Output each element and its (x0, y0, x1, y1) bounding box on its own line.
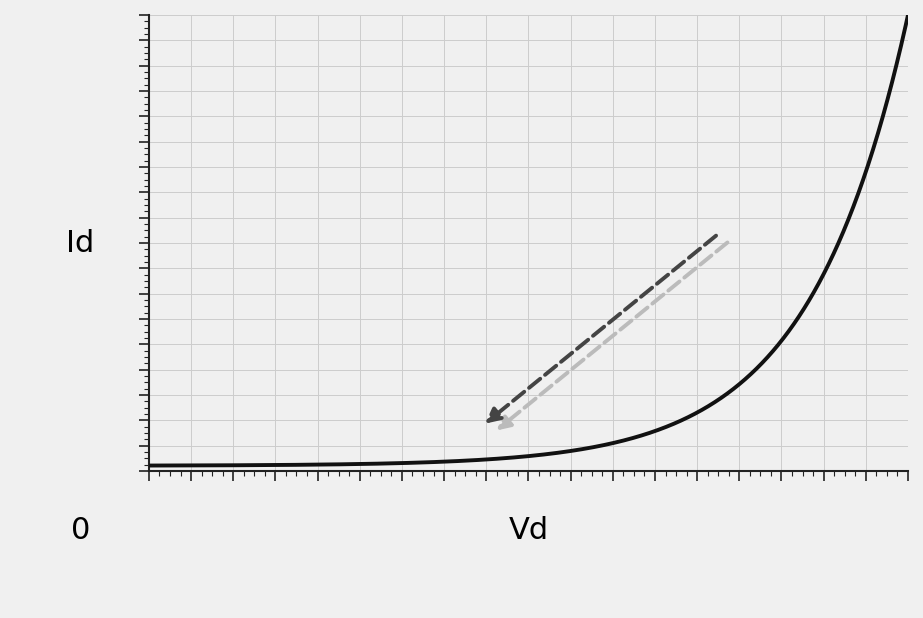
Text: Id: Id (66, 229, 95, 258)
Text: 0: 0 (71, 516, 90, 545)
Text: Vd: Vd (509, 516, 548, 545)
